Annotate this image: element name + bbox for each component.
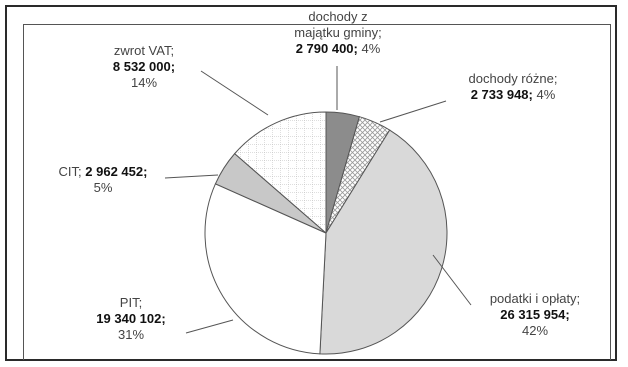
- label-majatek-value: 2 790 400;: [295, 41, 358, 56]
- leader-line-5: [200, 70, 269, 116]
- leader-line-2: [432, 254, 472, 306]
- label-cit-value: 2 962 452;: [85, 164, 148, 179]
- label-majatek-percent: 4%: [361, 41, 381, 56]
- leader-lines: [164, 66, 472, 334]
- label-podatki: podatki i opłaty; 26 315 954; 42%: [470, 291, 600, 339]
- label-pit-value: 19 340 102;: [96, 311, 166, 326]
- label-pit-value-row: 19 340 102;: [76, 311, 186, 327]
- chart-inner-border: [23, 24, 611, 360]
- label-majatek-values: 2 790 400; 4%: [268, 41, 408, 57]
- label-podatki-percent: 42%: [521, 323, 549, 338]
- label-majatek-line1: dochody z: [308, 9, 368, 24]
- label-rozne-line1: dochody różne;: [468, 71, 558, 86]
- pie-slice-5: [233, 111, 327, 235]
- label-vat-value-row: 8 532 000;: [84, 59, 204, 75]
- label-podatki-value: 26 315 954;: [500, 307, 570, 322]
- leader-line-3: [185, 319, 234, 334]
- label-podatki-value-row: 26 315 954;: [470, 307, 600, 323]
- label-podatki-line1: podatki i opłaty;: [489, 291, 581, 306]
- label-vat-line1: zwrot VAT;: [113, 43, 175, 58]
- label-majatek-line2: majątku gminy;: [294, 25, 382, 40]
- pie-slice-3: [204, 183, 327, 355]
- label-cit-line1: CIT;: [58, 164, 82, 179]
- label-rozne-values: 2 733 948; 4%: [448, 87, 578, 103]
- leader-line-4: [164, 174, 219, 179]
- label-vat: zwrot VAT; 8 532 000; 14%: [84, 43, 204, 91]
- leader-line-1: [379, 100, 447, 123]
- label-cit-values: CIT; 2 962 452;: [38, 164, 168, 180]
- label-pit-percent: 31%: [117, 327, 145, 342]
- label-rozne-value: 2 733 948;: [470, 87, 533, 102]
- label-pit: PIT; 19 340 102; 31%: [76, 295, 186, 343]
- label-rozne-percent: 4%: [536, 87, 556, 102]
- label-vat-percent: 14%: [130, 75, 158, 90]
- label-pit-line1: PIT;: [119, 295, 143, 310]
- pie-slices: [204, 111, 448, 355]
- label-rozne: dochody różne; 2 733 948; 4%: [448, 71, 578, 103]
- label-cit-percent: 5%: [93, 180, 113, 195]
- label-vat-value: 8 532 000;: [112, 59, 176, 74]
- pie-slice-2: [319, 129, 448, 355]
- label-cit: CIT; 2 962 452; 5%: [38, 164, 168, 196]
- label-majatek: dochody z majątku gminy; 2 790 400; 4%: [268, 9, 408, 57]
